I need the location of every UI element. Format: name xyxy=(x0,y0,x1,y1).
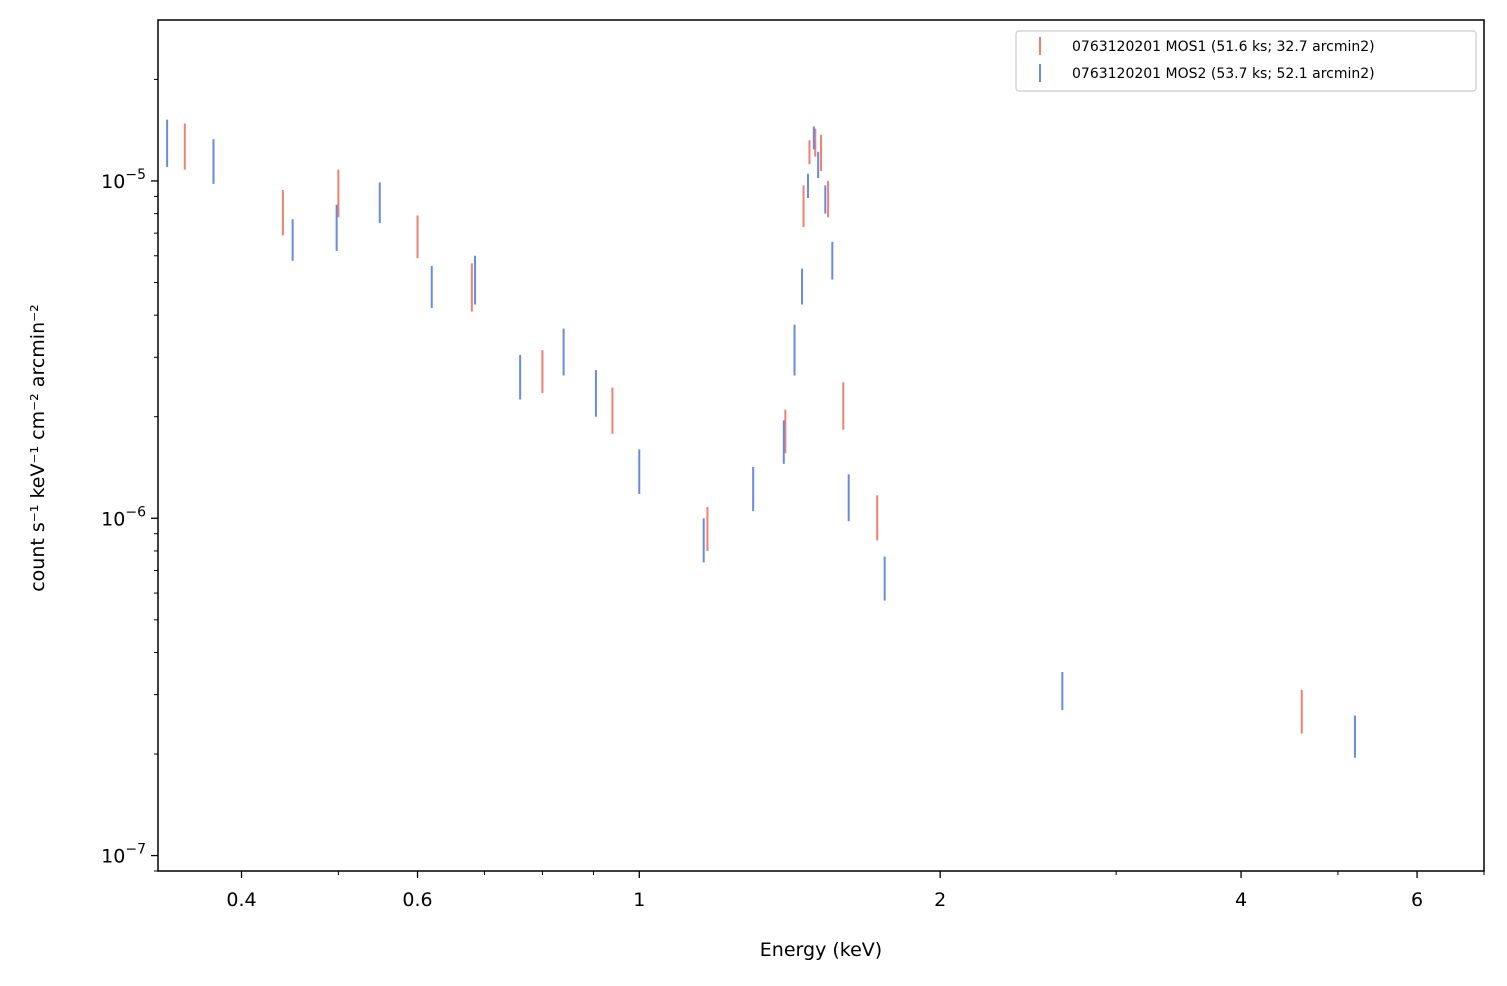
x-tick-label-4: 2 xyxy=(934,889,946,911)
x-tick-label-1: 0.4 xyxy=(226,889,256,911)
y-axis-ticks: 10−5 10−6 10−7 xyxy=(101,78,158,872)
x-tick-label-6: 6 xyxy=(1411,889,1423,911)
y-tick-label-2: 10−6 xyxy=(101,504,146,530)
y-tick-label-3: 10−7 xyxy=(101,842,146,868)
y-tick-label-1: 10−5 xyxy=(101,167,146,193)
series-2 xyxy=(166,119,1356,758)
y-axis-label: count s⁻¹ keV⁻¹ cm⁻² arcmin⁻² xyxy=(27,304,49,592)
x-axis-ticks: 0.4 0.6 1 2 4 6 xyxy=(226,871,1485,911)
x-tick-label-2: 0.6 xyxy=(402,889,432,911)
data-marks xyxy=(166,119,1356,758)
legend-label-mos2: 0763120201 MOS2 (53.7 ks; 52.1 arcmin2) xyxy=(1072,66,1375,82)
legend: 0763120201 MOS1 (51.6 ks; 32.7 arcmin2) … xyxy=(1015,30,1477,92)
series-1 xyxy=(183,123,1303,734)
plot-frame xyxy=(157,19,1485,872)
legend-box xyxy=(1015,30,1477,92)
legend-label-mos1: 0763120201 MOS1 (51.6 ks; 32.7 arcmin2) xyxy=(1072,39,1375,55)
x-axis-label: Energy (keV) xyxy=(760,939,882,961)
x-tick-label-3: 1 xyxy=(633,889,645,911)
x-tick-label-5: 4 xyxy=(1235,889,1247,911)
